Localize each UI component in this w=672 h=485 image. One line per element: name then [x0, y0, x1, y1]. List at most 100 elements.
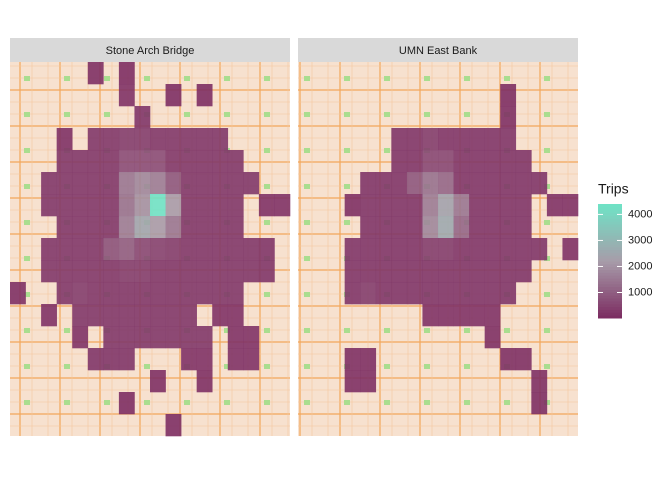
colorbar-segment [598, 226, 622, 231]
cell [134, 172, 151, 195]
cell [196, 238, 213, 261]
cell [41, 304, 57, 327]
cell [103, 216, 120, 239]
cell [118, 282, 135, 305]
cell [360, 348, 377, 371]
cell [181, 304, 197, 327]
colorbar-segment [598, 312, 622, 316]
cell [227, 194, 244, 217]
colorbar-segment [598, 269, 622, 273]
cell [500, 84, 517, 107]
cell [181, 348, 197, 371]
cell [453, 238, 470, 261]
colorbar-segment [598, 209, 622, 214]
strip [298, 38, 578, 62]
cell [150, 150, 166, 173]
cell [469, 150, 485, 173]
cell [181, 172, 197, 195]
cell [360, 216, 377, 239]
colorbar-segment [598, 212, 622, 216]
cell [562, 238, 579, 261]
cell [181, 216, 197, 239]
cell [196, 348, 213, 371]
cell [500, 282, 517, 305]
colorbar-segment [598, 232, 622, 236]
cell [41, 194, 57, 217]
cell [469, 194, 485, 217]
cell [438, 304, 454, 327]
cell [406, 150, 423, 173]
colorbar-segment [598, 272, 622, 276]
cell [150, 370, 166, 393]
cell [72, 326, 89, 349]
colorbar-segment [598, 303, 622, 308]
cell [150, 172, 166, 195]
colorbar-segment [598, 298, 622, 302]
cell [484, 260, 501, 283]
cell [438, 150, 454, 173]
cell [344, 370, 361, 393]
cell [500, 150, 517, 173]
cell [515, 238, 532, 261]
colorbar-segment [598, 295, 622, 299]
colorbar-segment [598, 249, 622, 253]
colorbar-segment [598, 300, 622, 305]
cell [72, 172, 89, 195]
cell [72, 150, 89, 173]
cell [406, 172, 423, 195]
cell [103, 260, 120, 283]
cell [438, 282, 454, 305]
cell [87, 150, 104, 173]
cell [227, 238, 244, 261]
cell [469, 172, 485, 195]
cell [56, 216, 73, 239]
cell [118, 326, 135, 349]
cell [375, 260, 392, 283]
cell [56, 150, 73, 173]
cell [484, 326, 501, 349]
cell [150, 326, 166, 349]
cell [56, 194, 73, 217]
cell [165, 84, 182, 107]
cell [134, 326, 151, 349]
colorbar-segment [598, 229, 622, 233]
cell [469, 260, 485, 283]
cell [165, 260, 182, 283]
cell [150, 304, 166, 327]
cell [515, 194, 532, 217]
cell [227, 326, 244, 349]
cell [391, 172, 408, 195]
cell [72, 282, 89, 305]
cell [243, 172, 260, 195]
cell [391, 216, 408, 239]
cell [212, 172, 229, 195]
cell [438, 260, 454, 283]
cell [56, 260, 73, 283]
cell [422, 150, 439, 173]
cell [103, 150, 120, 173]
cell [500, 238, 517, 261]
legend-title: Trips [598, 181, 629, 197]
cell [41, 260, 57, 283]
cell [196, 172, 213, 195]
cell [469, 128, 485, 151]
cell [375, 282, 392, 305]
cell [103, 348, 120, 371]
cell [391, 150, 408, 173]
cell [103, 326, 120, 349]
cell [453, 304, 470, 327]
cell [360, 370, 377, 393]
cell [562, 194, 579, 217]
cell [181, 150, 197, 173]
cell [150, 128, 166, 151]
cell [531, 392, 548, 415]
cell [438, 194, 454, 217]
cell [118, 392, 135, 415]
cell [72, 194, 89, 217]
cell [118, 62, 135, 85]
cell [196, 128, 213, 151]
cell [422, 304, 439, 327]
cell [453, 194, 470, 217]
cell [87, 62, 104, 85]
cell [391, 260, 408, 283]
